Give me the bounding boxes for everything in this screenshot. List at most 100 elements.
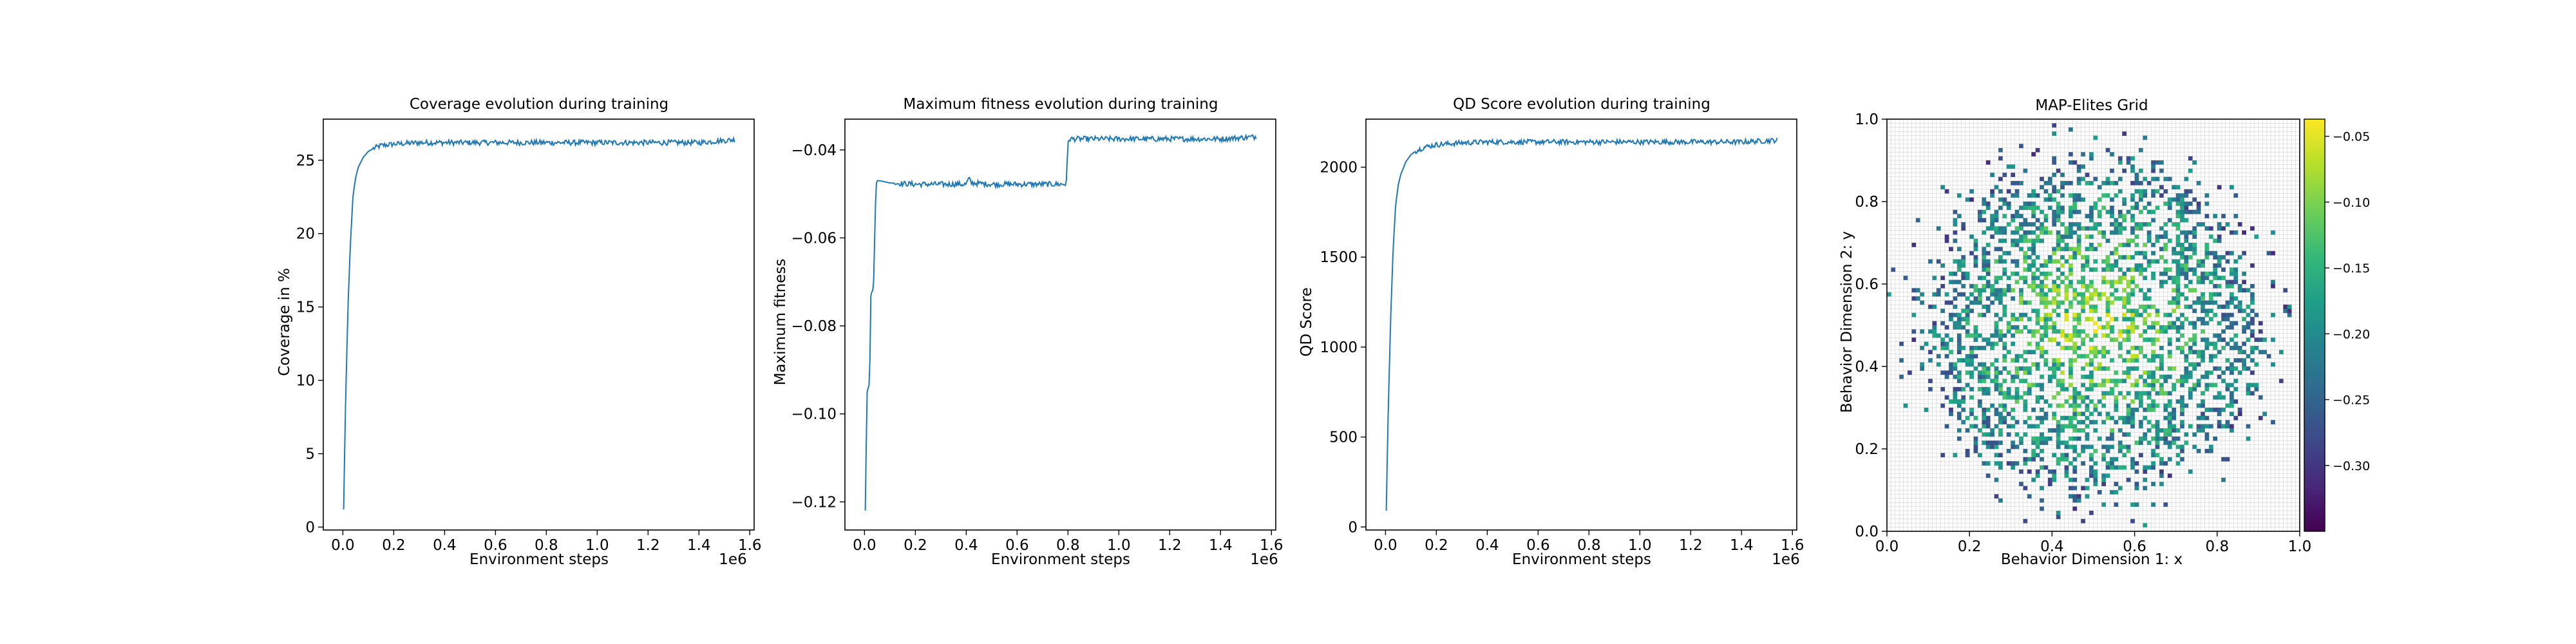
heatmap-cell xyxy=(2019,276,2023,280)
heatmap-cell xyxy=(2192,321,2197,326)
heatmap-cell xyxy=(2230,296,2234,301)
heatmap-cell xyxy=(2081,383,2085,388)
heatmap-cell xyxy=(2196,205,2201,211)
heatmap-cell xyxy=(1990,428,1994,433)
heatmap-cell xyxy=(2130,214,2135,218)
heatmap-cell xyxy=(2056,267,2061,272)
heatmap-cell xyxy=(2089,337,2094,342)
heatmap-cell xyxy=(2175,305,2181,309)
heatmap-cell xyxy=(2056,218,2061,223)
heatmap-cell xyxy=(1985,243,1991,247)
heatmap-cell xyxy=(2031,449,2036,453)
heatmap-cell xyxy=(2139,193,2143,198)
heatmap-cell xyxy=(2233,296,2239,301)
heatmap-cell xyxy=(1965,354,1970,359)
heatmap-cell xyxy=(2064,440,2069,445)
heatmap-cell xyxy=(2208,358,2213,363)
heatmap-cell xyxy=(2064,453,2069,458)
heatmap-cell xyxy=(1944,300,1949,305)
heatmap-cell xyxy=(1982,415,1987,421)
y-ticks: −0.12−0.10−0.08−0.06−0.04 xyxy=(791,142,845,511)
heatmap-cell xyxy=(2006,432,2011,437)
heatmap-cell xyxy=(2101,420,2107,424)
x-axis-label: Environment steps xyxy=(991,551,1130,568)
heatmap-cell xyxy=(2040,284,2044,289)
heatmap-cell xyxy=(2043,276,2049,280)
heatmap-cell xyxy=(2196,263,2201,268)
heatmap-cell xyxy=(1994,477,1999,482)
heatmap-cell xyxy=(2072,312,2078,317)
heatmap-cell xyxy=(2069,234,2073,239)
heatmap-cell xyxy=(2031,189,2036,194)
heatmap-cell xyxy=(2126,408,2131,412)
heatmap-cell xyxy=(2221,379,2226,383)
heatmap-cell xyxy=(2011,238,2016,243)
heatmap-cell xyxy=(1982,391,1987,396)
heatmap-cell xyxy=(2081,267,2085,272)
y-tick-label: 0 xyxy=(1348,519,1358,536)
heatmap-cell xyxy=(2072,387,2078,392)
heatmap-cell xyxy=(1994,185,1999,190)
heatmap-cell xyxy=(2110,267,2114,272)
heatmap-cell xyxy=(2031,276,2036,280)
heatmap-cell xyxy=(2040,317,2044,321)
heatmap-cell xyxy=(2159,329,2164,334)
heatmap-cell xyxy=(2233,279,2239,285)
heatmap-cell xyxy=(2151,189,2155,194)
heatmap-cell xyxy=(2043,325,2049,330)
x-offset-label: 1e6 xyxy=(719,551,746,568)
heatmap-cell xyxy=(1953,271,1958,276)
heatmap-cell xyxy=(2233,387,2239,392)
heatmap-cell xyxy=(2114,395,2119,400)
heatmap-cell xyxy=(1965,449,1970,453)
heatmap-cell xyxy=(2201,358,2205,363)
heatmap-cell xyxy=(1965,453,1970,458)
heatmap-cell xyxy=(2271,337,2275,342)
heatmap-cell xyxy=(2097,325,2102,330)
heatmap-cell xyxy=(2130,205,2135,211)
heatmap-cell xyxy=(2151,370,2155,375)
heatmap-cell xyxy=(2114,226,2119,231)
heatmap-cell xyxy=(2052,247,2057,252)
heatmap-cell xyxy=(1990,288,1994,293)
heatmap-cell xyxy=(2204,341,2210,346)
heatmap-cell xyxy=(2196,259,2201,264)
heatmap-cell xyxy=(1961,222,1966,227)
heatmap-cell xyxy=(2105,325,2110,330)
heatmap-cell xyxy=(2287,308,2292,314)
heatmap-cell xyxy=(2093,383,2098,388)
heatmap-cell xyxy=(2134,379,2139,383)
heatmap-cell xyxy=(2188,346,2193,350)
heatmap-cell xyxy=(2011,379,2016,383)
heatmap-cell xyxy=(2105,181,2110,185)
heatmap-cell xyxy=(2213,251,2218,256)
heatmap-cell xyxy=(2139,305,2143,309)
heatmap-cell xyxy=(1956,346,1962,350)
heatmap-cell xyxy=(2023,370,2028,375)
heatmap-cell xyxy=(2110,358,2114,363)
heatmap-cell xyxy=(2225,279,2230,285)
heatmap-cell xyxy=(1990,440,1994,445)
heatmap-cell xyxy=(2221,395,2226,400)
heatmap-cell xyxy=(2175,292,2181,297)
heatmap-cell xyxy=(2085,181,2090,185)
heatmap-cell xyxy=(2130,383,2135,388)
heatmap-cell xyxy=(2085,234,2090,239)
heatmap-cell xyxy=(2011,288,2016,293)
heatmap-cell xyxy=(2167,276,2172,280)
heatmap-cell xyxy=(2110,214,2114,218)
heatmap-cell xyxy=(2130,420,2135,424)
heatmap-cell xyxy=(2201,350,2205,355)
y-tick-label: 0.8 xyxy=(1855,194,1879,211)
heatmap-cell xyxy=(2081,296,2085,301)
heatmap-cell xyxy=(2143,408,2148,412)
heatmap-cell xyxy=(2151,259,2155,264)
colorbar-tick-label: −0.30 xyxy=(2333,459,2370,473)
heatmap-cell xyxy=(2217,222,2222,227)
heatmap-cell xyxy=(2196,362,2201,367)
heatmap-cell xyxy=(2110,209,2114,214)
heatmap-cell xyxy=(2122,202,2127,206)
heatmap-cell xyxy=(2246,325,2251,330)
heatmap-cell xyxy=(1928,329,1933,334)
heatmap-cell xyxy=(2167,415,2172,421)
